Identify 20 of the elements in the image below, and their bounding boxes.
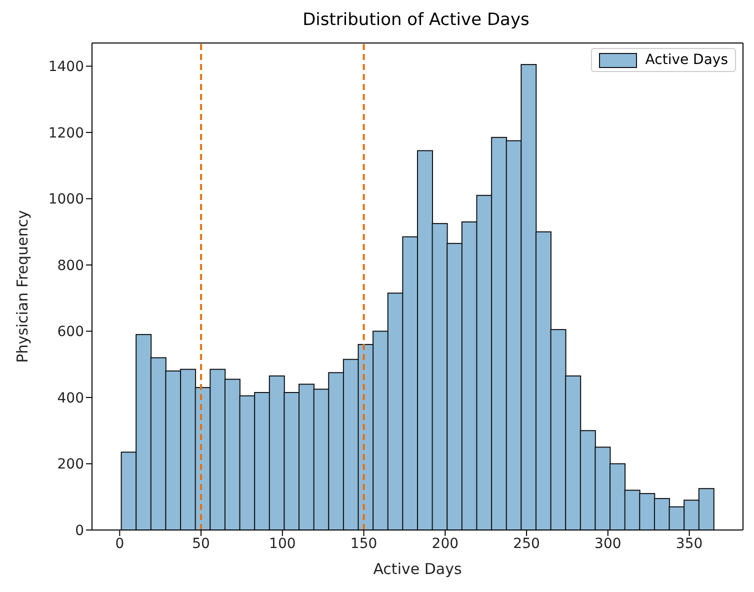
legend-label: Active Days — [645, 52, 728, 68]
y-tick-label: 600 — [57, 324, 84, 340]
x-tick-label: 200 — [432, 536, 459, 552]
x-tick-label: 250 — [513, 536, 540, 552]
y-tick-label: 400 — [57, 390, 84, 406]
y-tick-label: 200 — [57, 456, 84, 473]
y-tick-label: 1200 — [48, 125, 84, 142]
x-tick-label: 100 — [269, 536, 296, 552]
x-axis-title: Active Days — [373, 560, 462, 578]
y-axis-title: Physician Frequency — [13, 210, 32, 363]
y-tick-label: 1000 — [48, 192, 84, 208]
x-tick-label: 300 — [594, 536, 622, 552]
x-tick-label: 50 — [192, 536, 210, 552]
chart-title: Distribution of Active Days — [302, 10, 530, 30]
x-tick-label: 0 — [115, 536, 124, 552]
x-tick-label: 350 — [676, 536, 703, 552]
y-tick-label: 1400 — [48, 59, 84, 76]
x-tick-label: 150 — [350, 536, 378, 552]
y-tick-label: 800 — [57, 258, 84, 274]
y-tick-label: 0 — [75, 522, 84, 539]
